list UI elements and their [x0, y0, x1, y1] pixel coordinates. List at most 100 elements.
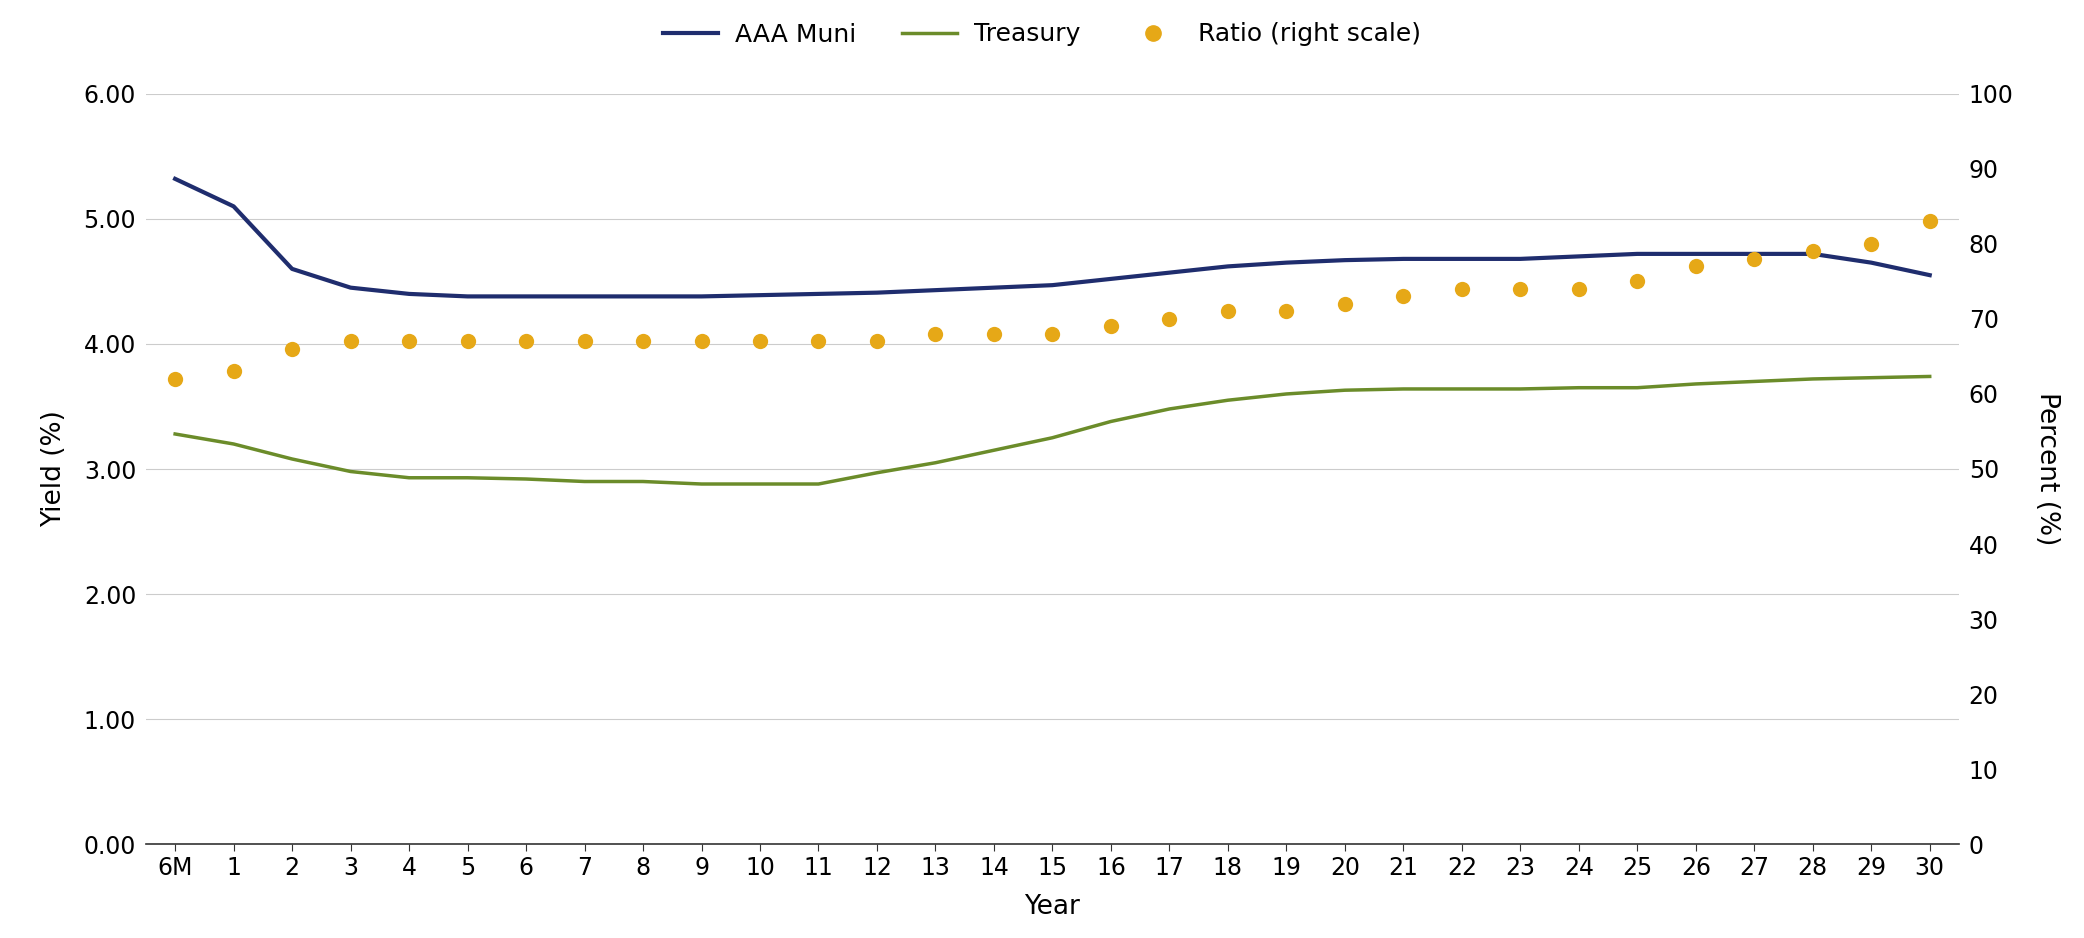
- AAA Muni: [1390, 253, 1415, 265]
- Treasury: [1448, 384, 1473, 395]
- Legend: AAA Muni, Treasury, Ratio (right scale): AAA Muni, Treasury, Ratio (right scale): [652, 12, 1432, 56]
- Ratio (right scale): [1273, 306, 1298, 317]
- AAA Muni: [279, 264, 304, 275]
- AAA Muni: [1859, 257, 1884, 268]
- Ratio (right scale): [513, 336, 538, 347]
- Ratio (right scale): [1917, 216, 1942, 227]
- Treasury: [1509, 384, 1534, 395]
- Treasury: [690, 478, 715, 490]
- Line: Treasury: Treasury: [175, 376, 1930, 484]
- AAA Muni: [338, 282, 363, 294]
- Ratio (right scale): [1801, 246, 1826, 257]
- Treasury: [1684, 378, 1709, 389]
- Ratio (right scale): [1859, 238, 1884, 250]
- Treasury: [1801, 373, 1826, 385]
- Ratio (right scale): [338, 336, 363, 347]
- AAA Muni: [865, 287, 890, 298]
- Ratio (right scale): [1215, 306, 1240, 317]
- Ratio (right scale): [1742, 253, 1767, 265]
- Treasury: [1626, 382, 1651, 393]
- Line: AAA Muni: AAA Muni: [175, 179, 1930, 296]
- Ratio (right scale): [1040, 328, 1065, 340]
- Ratio (right scale): [807, 336, 832, 347]
- Treasury: [513, 474, 538, 485]
- Ratio (right scale): [1626, 276, 1651, 287]
- AAA Muni: [513, 291, 538, 302]
- AAA Muni: [1742, 249, 1767, 260]
- Treasury: [748, 478, 773, 490]
- Treasury: [571, 476, 596, 487]
- Treasury: [865, 467, 890, 478]
- Treasury: [807, 478, 832, 490]
- Treasury: [454, 472, 479, 483]
- AAA Muni: [1273, 257, 1298, 268]
- AAA Muni: [454, 291, 479, 302]
- Ratio (right scale): [923, 328, 948, 340]
- Treasury: [982, 445, 1007, 456]
- Ratio (right scale): [690, 336, 715, 347]
- AAA Muni: [1332, 254, 1357, 265]
- AAA Muni: [396, 288, 421, 299]
- Ratio (right scale): [748, 336, 773, 347]
- Treasury: [1859, 372, 1884, 384]
- Treasury: [163, 429, 188, 440]
- Ratio (right scale): [571, 336, 596, 347]
- Ratio (right scale): [631, 336, 656, 347]
- Ratio (right scale): [163, 373, 188, 385]
- Ratio (right scale): [865, 336, 890, 347]
- AAA Muni: [1448, 253, 1473, 265]
- AAA Muni: [1567, 250, 1592, 262]
- Ratio (right scale): [1684, 261, 1709, 272]
- Treasury: [1390, 384, 1415, 395]
- AAA Muni: [571, 291, 596, 302]
- Ratio (right scale): [396, 336, 421, 347]
- AAA Muni: [1509, 253, 1534, 265]
- Ratio (right scale): [454, 336, 479, 347]
- Treasury: [1742, 376, 1767, 387]
- Ratio (right scale): [221, 366, 246, 377]
- AAA Muni: [923, 284, 948, 295]
- AAA Muni: [1626, 249, 1651, 260]
- Ratio (right scale): [1390, 291, 1415, 302]
- Treasury: [1215, 395, 1240, 406]
- Treasury: [338, 466, 363, 477]
- Ratio (right scale): [1567, 283, 1592, 295]
- Line: Ratio (right scale): Ratio (right scale): [167, 214, 1938, 386]
- AAA Muni: [221, 201, 246, 212]
- Treasury: [1040, 432, 1065, 444]
- Treasury: [1917, 371, 1942, 382]
- Y-axis label: Yield (%): Yield (%): [42, 411, 67, 527]
- Ratio (right scale): [1098, 321, 1123, 332]
- Ratio (right scale): [982, 328, 1007, 340]
- AAA Muni: [1098, 273, 1123, 284]
- Treasury: [923, 457, 948, 468]
- AAA Muni: [163, 174, 188, 185]
- Y-axis label: Percent (%): Percent (%): [2034, 392, 2061, 546]
- AAA Muni: [690, 291, 715, 302]
- Treasury: [1273, 388, 1298, 400]
- Treasury: [1332, 385, 1357, 396]
- AAA Muni: [1684, 249, 1709, 260]
- AAA Muni: [1917, 269, 1942, 280]
- AAA Muni: [748, 290, 773, 301]
- Treasury: [1157, 403, 1182, 415]
- Ratio (right scale): [1509, 283, 1534, 295]
- Treasury: [396, 472, 421, 483]
- AAA Muni: [807, 288, 832, 299]
- Treasury: [1098, 416, 1123, 427]
- Treasury: [631, 476, 656, 487]
- AAA Muni: [1157, 267, 1182, 279]
- X-axis label: Year: Year: [1025, 894, 1080, 920]
- AAA Muni: [631, 291, 656, 302]
- AAA Muni: [1040, 280, 1065, 291]
- AAA Muni: [982, 282, 1007, 294]
- Ratio (right scale): [1448, 283, 1473, 295]
- Ratio (right scale): [1157, 313, 1182, 325]
- AAA Muni: [1801, 249, 1826, 260]
- Ratio (right scale): [279, 343, 304, 355]
- Ratio (right scale): [1332, 298, 1357, 310]
- Treasury: [221, 438, 246, 449]
- Treasury: [1567, 382, 1592, 393]
- Treasury: [279, 453, 304, 464]
- AAA Muni: [1215, 261, 1240, 272]
